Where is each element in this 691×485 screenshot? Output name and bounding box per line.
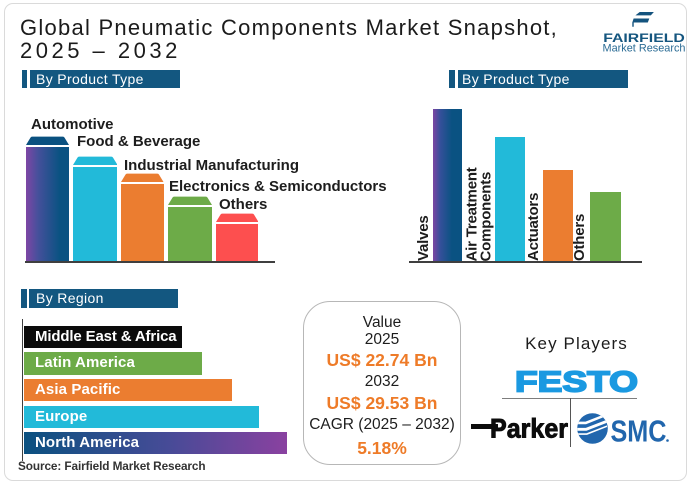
svg-text:SMC: SMC: [611, 413, 667, 446]
svg-text:Parker: Parker: [490, 413, 568, 440]
svg-text:Market Research: Market Research: [603, 42, 686, 53]
svg-text:FAIRFIELD: FAIRFIELD: [603, 33, 685, 45]
svg-text:FESTO: FESTO: [515, 367, 638, 395]
